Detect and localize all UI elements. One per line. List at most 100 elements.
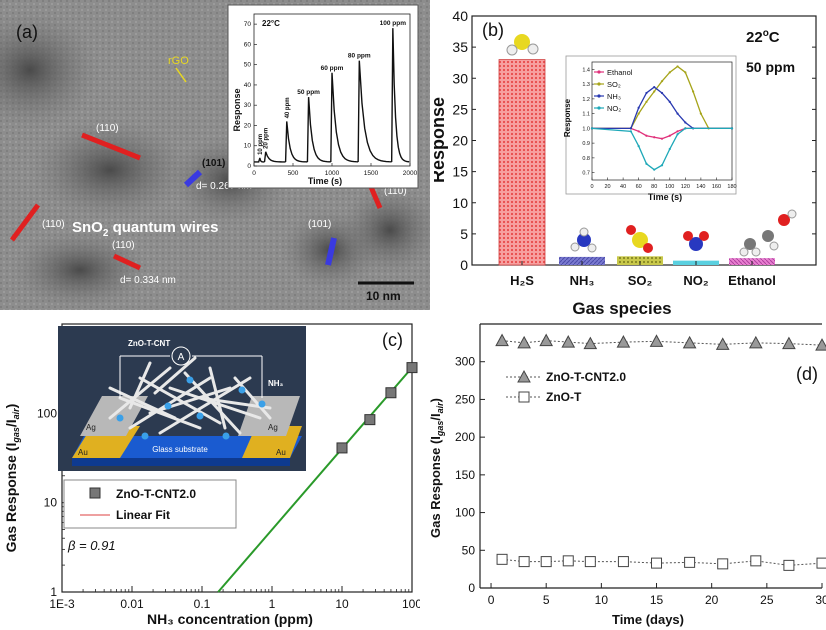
panel-b-xlabel: Gas species xyxy=(572,299,671,318)
inset-a-x-tick-label: 1500 xyxy=(364,170,379,177)
device-label: ZnO-T-CNT xyxy=(128,339,170,348)
panel-b-y-tick-label: 0 xyxy=(460,257,468,273)
inset-b-x-tick-label: 160 xyxy=(712,184,721,190)
inset-b-point xyxy=(692,90,695,93)
cnt-tube xyxy=(108,386,177,420)
d-spacing-label: d= 0.267 nm xyxy=(196,181,252,192)
device-schematic: A ZnO-T-CNT NH₃ Ag Ag Au Au Glass substr… xyxy=(58,326,306,471)
nh3-molecule-icon xyxy=(238,386,246,394)
inset-b-point xyxy=(629,127,632,130)
panel-d-x-tick-label: 30 xyxy=(815,593,826,607)
legend-no2: NO₂ xyxy=(607,104,621,113)
lattice-label: (110) xyxy=(112,240,135,251)
panel-d-xlabel: Time (days) xyxy=(612,612,684,627)
panel-b-ylabel: Response xyxy=(434,97,448,183)
tem-dark-region xyxy=(340,185,430,275)
panel-d-point-znot xyxy=(518,556,530,568)
inset-b-point xyxy=(684,71,687,74)
inset-a-y-tick-label: 50 xyxy=(244,62,252,69)
nh3-molecule-icon xyxy=(222,432,230,440)
lattice-marker-red xyxy=(112,253,142,271)
cnt-tube xyxy=(168,386,262,420)
inset-b-point xyxy=(730,127,734,130)
inset-b-point xyxy=(590,127,594,130)
inset-a-y-tick-label: 0 xyxy=(247,163,251,170)
panel-d-point-cnt xyxy=(649,334,664,347)
legend-linear-fit: Linear Fit xyxy=(116,508,170,522)
panel-d-point-cnt xyxy=(782,336,796,350)
ethanol-molecule-icon xyxy=(739,209,797,257)
no2-molecule-icon xyxy=(683,231,709,251)
lattice-label: (101) xyxy=(202,158,225,169)
panel-b-bar-2 xyxy=(617,256,663,265)
panel-d-point-cnt xyxy=(748,335,763,349)
inset-a-xlabel: Time (s) xyxy=(308,176,342,186)
cnt-tube xyxy=(128,361,152,410)
scale-bar-label: 10 nm xyxy=(366,289,401,303)
inset-b-point xyxy=(653,168,656,171)
legend-nh3: NH₃ xyxy=(607,92,621,101)
legend-zno-t-cnt: ZnO-T-CNT2.0 xyxy=(546,370,626,384)
tem-dark-region xyxy=(10,230,150,310)
nh3-molecule-icon xyxy=(196,412,204,420)
inset-b-point xyxy=(653,136,656,139)
panel-b-conc: 50 ppm xyxy=(746,59,795,75)
inset-a-peak-label: 20 ppm xyxy=(264,128,270,149)
inset-b-y-tick-label: 0.8 xyxy=(582,156,590,162)
inset-a-x-tick-label: 1000 xyxy=(325,170,340,177)
nh3-molecule-icon xyxy=(116,414,124,422)
lattice-label: (110) xyxy=(384,186,407,197)
inset-b-point xyxy=(699,112,702,115)
panel-d-y-tick-label: 50 xyxy=(462,543,476,557)
panel-d-point-cnt xyxy=(682,335,697,349)
inset-a-y-tick-label: 60 xyxy=(244,41,252,48)
panel-b-x-tick-label: NO₂ xyxy=(683,273,709,288)
ammeter-label: A xyxy=(178,352,185,363)
panel-d-point-znot xyxy=(717,558,729,570)
inset-a-y-tick-label: 10 xyxy=(244,143,252,150)
panel-d-y-tick-label: 250 xyxy=(455,392,475,406)
panel-a-label: (a) xyxy=(16,22,38,42)
wires-label: SnO2 quantum wires xyxy=(72,219,218,239)
panel-a-inset: 0 500 1000 1500 2000 0 10 20 30 40 50 60 70 10 ppm 20 … xyxy=(227,4,419,189)
inset-b-x-tick-label: 0 xyxy=(590,184,593,190)
inset-b-plot: 0 20 40 60 80 100 120 140 160 180 0.7 0.8 0.9 1.0 1.1 1… xyxy=(582,61,737,190)
inset-b-point xyxy=(645,162,648,165)
inset-b-point xyxy=(676,65,679,68)
panel-c-x-tick-label: 1 xyxy=(269,597,276,611)
panel-d-point-znot xyxy=(496,553,508,565)
panel-b-y-tick-label: 20 xyxy=(452,133,468,149)
lattice-label: (110) xyxy=(96,123,119,134)
panel-c: 1E-3 0.01 0.1 1 10 100 1 10 100 (c) Gas Response… xyxy=(0,318,420,630)
inset-b-point xyxy=(645,134,648,137)
so2-molecule-icon xyxy=(626,225,653,253)
inset-b-point xyxy=(660,164,664,167)
panel-c-fit-line xyxy=(217,366,413,593)
inset-a-temp: 22°C xyxy=(262,19,280,28)
panel-d-point-znot xyxy=(750,555,762,567)
inset-b-point xyxy=(668,71,671,74)
nh3-molecule-icon xyxy=(186,376,194,384)
cnt-tube xyxy=(183,371,242,435)
panel-c-x-tick-label: 0.01 xyxy=(120,597,144,611)
panel-d-x-tick-label: 0 xyxy=(488,593,495,607)
panel-b-bar-0 xyxy=(498,59,546,266)
panel-d-x-tick-label: 5 xyxy=(543,593,550,607)
d-spacing-label: d= 0.334 nm xyxy=(120,275,176,286)
panel-d-point-cnt xyxy=(517,335,531,349)
panel-d-ylabel: Gas Response (Igas/Iair) xyxy=(428,398,445,538)
inset-b-point xyxy=(645,91,648,95)
ag-label-right: Ag xyxy=(268,423,278,432)
inset-b-point xyxy=(684,121,687,124)
panel-b-x-tick-label: SO₂ xyxy=(628,273,653,288)
inset-a-peak-label: 60 ppm xyxy=(321,65,344,72)
inset-b-point xyxy=(676,133,679,136)
panel-d-point-znot xyxy=(617,556,629,568)
legend-ethanol: Ethanol xyxy=(607,68,633,77)
inset-b-y-tick-label: 1.2 xyxy=(582,97,590,103)
nh3-molecule-icon xyxy=(164,402,172,410)
panel-c-data-point xyxy=(364,414,376,426)
rgo-pointer xyxy=(175,67,187,83)
panel-c-y-tick-label: 10 xyxy=(44,496,58,510)
panel-d-point-cnt xyxy=(616,335,631,348)
